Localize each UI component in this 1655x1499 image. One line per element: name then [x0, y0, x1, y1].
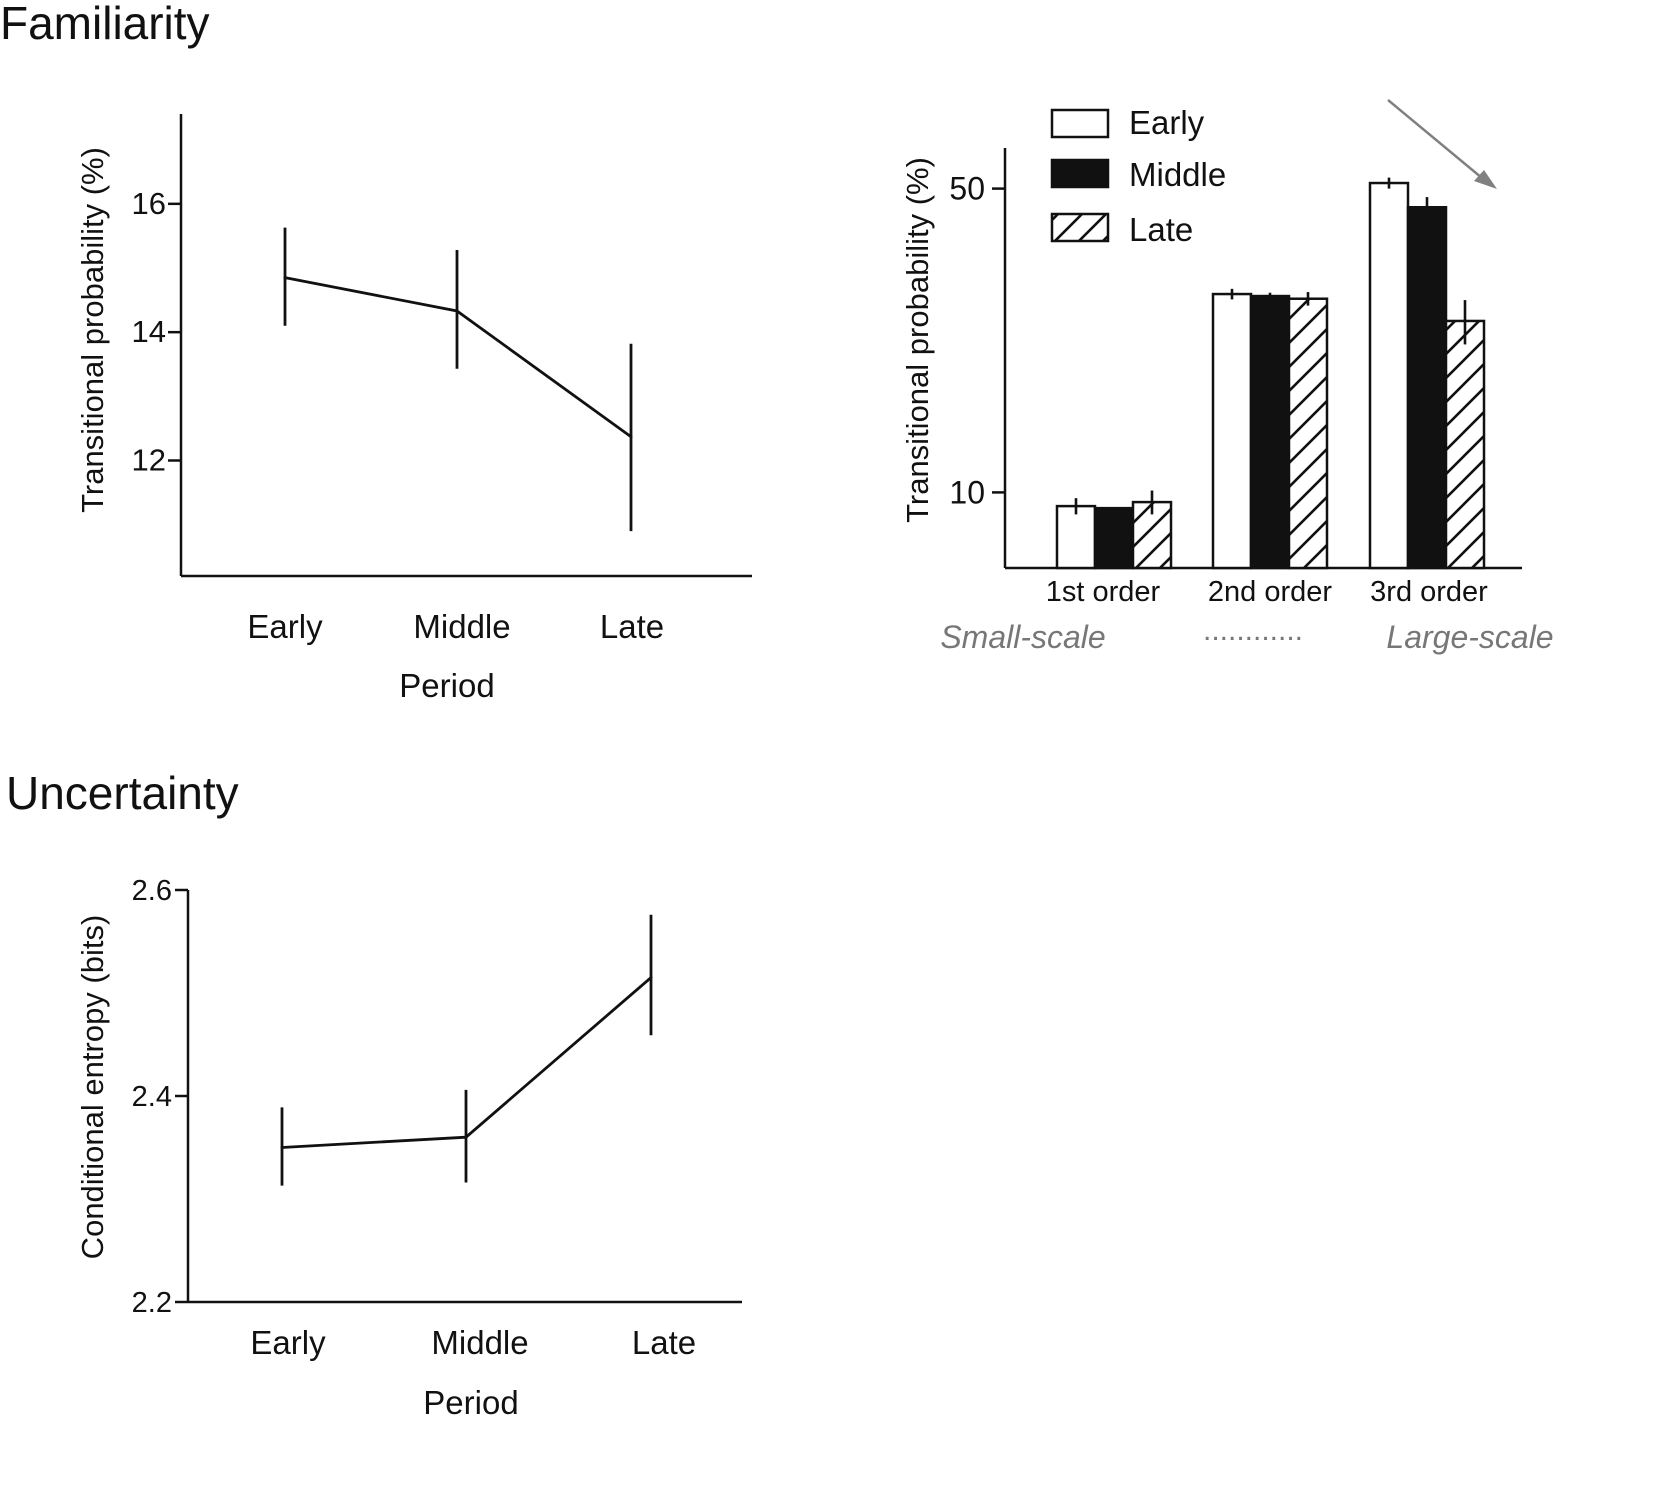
legend-label-middle: Middle — [1129, 156, 1226, 193]
bar-ytick-label-1: 50 — [949, 171, 985, 207]
legend-swatch-middle — [1050, 158, 1110, 189]
unc-point-2 — [649, 976, 653, 980]
legend-label-early: Early — [1129, 104, 1205, 141]
uncertainty-title: Uncertainty — [6, 767, 239, 819]
bar-early-2 — [1211, 292, 1253, 570]
unc-y-ticks: 2.2 2.4 2.6 — [132, 875, 188, 1319]
fam-point-1 — [455, 309, 459, 313]
fam-xtick-late: Late — [600, 608, 664, 645]
unc-ylabel: Conditional entropy (bits) — [75, 915, 110, 1260]
fam-ytick-label-1: 14 — [132, 314, 166, 349]
bar-early-1 — [1055, 504, 1097, 570]
legend-label-late: Late — [1129, 211, 1193, 248]
bar-ylabel: Transitional probability (%) — [900, 157, 935, 523]
bar-middle-1 — [1093, 506, 1135, 570]
bar-middle-2 — [1249, 294, 1291, 570]
bar-middle-3 — [1406, 205, 1448, 570]
familiarity-bar-chart: 10 50 1st order 2nd order 3rd order Trans… — [900, 99, 1554, 655]
unc-xtick-late: Late — [632, 1324, 696, 1361]
uncertainty-line-chart: 2.2 2.4 2.6 Early Middle Late Period Condi… — [75, 875, 742, 1421]
unc-xtick-middle: Middle — [431, 1324, 528, 1361]
bar-marks — [1055, 177, 1486, 570]
legend-swatch-early — [1050, 108, 1110, 139]
unc-point-0 — [280, 1146, 284, 1149]
bar-y-ticks: 10 50 — [949, 171, 1005, 510]
scale-dots: ............ — [1203, 614, 1303, 647]
fam-ytick-label-2: 16 — [132, 186, 166, 221]
unc-ytick-label-2: 2.6 — [132, 875, 172, 907]
unc-ytick-label-0: 2.2 — [132, 1287, 172, 1319]
unc-point-1 — [464, 1135, 468, 1139]
bar-xtick-3rd: 3rd order — [1370, 576, 1488, 608]
fam-xtick-middle: Middle — [413, 608, 510, 645]
fam-xlabel: Period — [399, 667, 494, 704]
familiarity-title: Familiarity — [0, 0, 210, 49]
bar-legend: Early Middle Late — [1050, 104, 1226, 248]
bar-early-3 — [1368, 181, 1410, 570]
fam-ylabel: Transitional probability (%) — [75, 147, 110, 513]
bar-ytick-label-0: 10 — [949, 474, 985, 510]
bar-xtick-2nd: 2nd order — [1208, 576, 1332, 608]
fam-point-2 — [629, 435, 633, 439]
bar-xtick-1st: 1st order — [1046, 576, 1161, 608]
fam-y-ticks: 12 14 16 — [132, 186, 181, 478]
legend-swatch-late — [1050, 212, 1110, 243]
fam-point-0 — [283, 276, 287, 280]
unc-xlabel: Period — [423, 1384, 518, 1421]
unc-line-marks — [280, 914, 653, 1186]
fam-xtick-early: Early — [247, 608, 323, 645]
unc-ytick-label-1: 2.4 — [132, 1081, 172, 1113]
fam-line-marks — [283, 227, 633, 532]
fam-ytick-label-0: 12 — [132, 443, 166, 478]
small-scale-label: Small-scale — [940, 619, 1105, 655]
bar-late-2 — [1287, 297, 1329, 570]
trend-arrow-icon — [1474, 170, 1497, 189]
bar-late-3 — [1444, 319, 1486, 570]
large-scale-label: Large-scale — [1386, 619, 1553, 655]
unc-xtick-early: Early — [250, 1324, 326, 1361]
trend-arrow-shaft — [1387, 99, 1483, 179]
familiarity-line-chart: 12 14 16 Early Middle Late Period Transiti… — [75, 114, 752, 704]
